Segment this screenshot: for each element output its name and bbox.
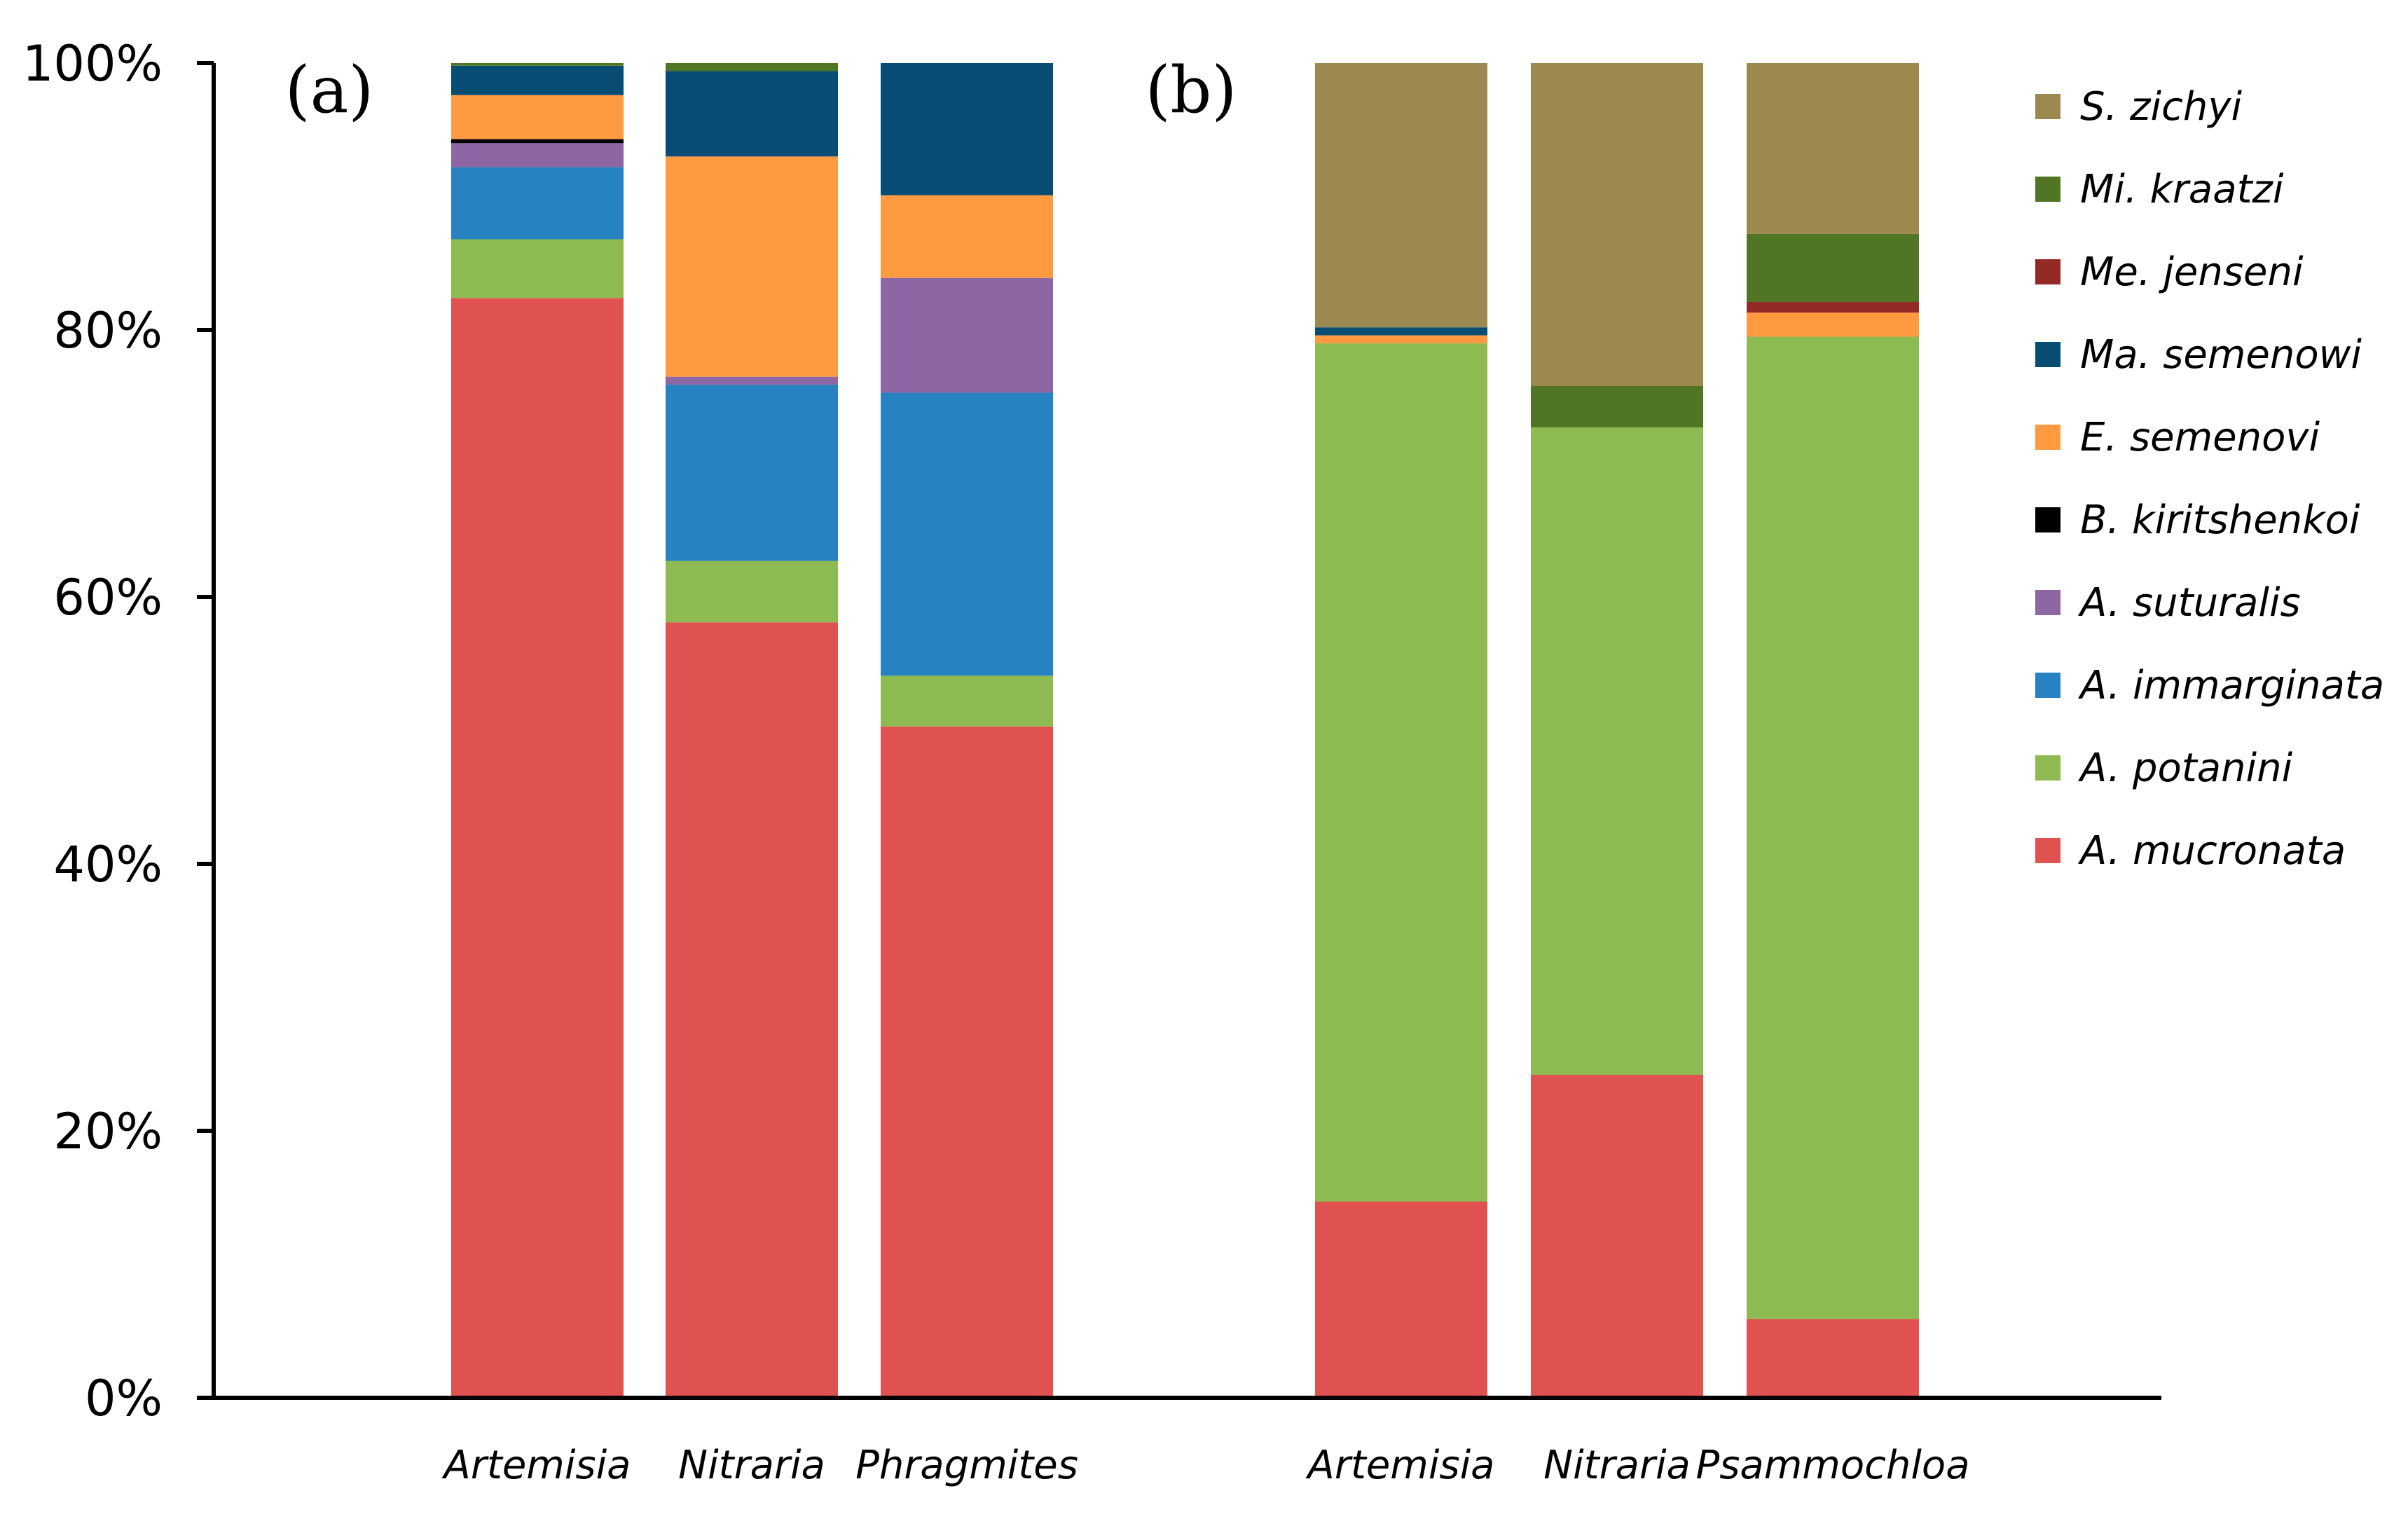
y-tick-label: 80%: [53, 302, 163, 359]
bar-segment-b-artemisia-e-semenovi: [1315, 335, 1487, 344]
legend-swatch-a-mucronata: [2035, 838, 2060, 863]
legend-swatch-b-kiritshenkoi: [2035, 507, 2060, 532]
x-tick-labels: Artemisia Nitraria Phragmites Artemisia Nitr…: [442, 1443, 1970, 1488]
bar-segment-b-nitraria-a-potanini: [1531, 427, 1703, 1075]
bar-segment-a-phragmites-ma-semenowi: [881, 63, 1053, 195]
bar-segment-a-nitraria-e-semenovi: [666, 156, 838, 377]
bar-segment-b-psammochloa-a-potanini: [1747, 336, 1919, 1319]
x-tick-label-b-psammochloa: Psammochloa: [1695, 1443, 1969, 1488]
bar-segment-a-nitraria-a-mucronata: [666, 622, 838, 1398]
legend-swatch-mi-kraatzi: [2035, 177, 2060, 202]
bar-segment-a-phragmites-a-immarginata: [881, 392, 1053, 676]
bar-segment-b-artemisia-ma-semenowi: [1315, 327, 1487, 336]
bar-segment-a-artemisia-e-semenovi: [451, 95, 624, 139]
bar-segment-b-psammochloa-s-zichyi: [1747, 63, 1919, 234]
bar-segment-a-artemisia-b-kiritshenkoi: [451, 139, 624, 144]
legend-swatch-a-immarginata: [2035, 673, 2060, 698]
legend-swatch-s-zichyi: [2035, 94, 2060, 119]
bar-segment-a-artemisia-a-mucronata: [451, 298, 624, 1398]
bar-segment-b-nitraria-a-mucronata: [1531, 1074, 1703, 1398]
bar-segment-a-phragmites-a-suturalis: [881, 277, 1053, 393]
legend-label-b-kiritshenkoi: B. kiritshenkoi: [2080, 497, 2360, 543]
legend-label-a-potanini: A. potanini: [2078, 745, 2293, 791]
axes-layer: [197, 61, 2161, 1400]
x-tick-label-a-nitraria: Nitraria: [678, 1443, 825, 1488]
bar-segment-a-phragmites-e-semenovi: [881, 195, 1053, 278]
bar-segment-a-nitraria-a-immarginata: [666, 385, 838, 561]
panel-label-b: (b): [1145, 53, 1237, 128]
legend-label-a-immarginata: A. immarginata: [2078, 663, 2384, 708]
legend-label-a-suturalis: A. suturalis: [2078, 580, 2301, 626]
bar-segment-b-psammochloa-mi-kraatzi: [1747, 233, 1919, 302]
x-tick-label-a-phragmites: Phragmites: [855, 1443, 1078, 1488]
bar-segment-a-artemisia-a-suturalis: [451, 143, 624, 167]
x-tick-label-a-artemisia: Artemisia: [442, 1443, 631, 1488]
legend-label-a-mucronata: A. mucronata: [2078, 828, 2346, 874]
bar-segment-b-nitraria-s-zichyi: [1531, 63, 1703, 387]
bar-segment-b-artemisia-s-zichyi: [1315, 63, 1487, 328]
panel-labels: (a) (b): [285, 53, 1237, 128]
legend-swatch-me-jenseni: [2035, 259, 2060, 284]
y-tick-label: 20%: [53, 1103, 163, 1160]
x-tick-label-b-nitraria: Nitraria: [1543, 1443, 1691, 1488]
x-tick-label-b-artemisia: Artemisia: [1306, 1443, 1495, 1488]
y-tick-labels: 0% 20% 40% 60% 80% 100%: [22, 35, 163, 1427]
legend-swatch-e-semenovi: [2035, 425, 2060, 450]
bar-segment-b-psammochloa-me-jenseni: [1747, 301, 1919, 313]
legend-label-s-zichyi: S. zichyi: [2080, 84, 2243, 130]
legend-swatch-a-suturalis: [2035, 590, 2060, 615]
bar-segment-b-nitraria-mi-kraatzi: [1531, 386, 1703, 428]
bar-segment-a-artemisia-mi-kraatzi: [451, 63, 624, 66]
bar-segment-a-artemisia-ma-semenowi: [451, 65, 624, 95]
bar-segment-a-nitraria-a-suturalis: [666, 376, 838, 385]
bar-segment-b-artemisia-a-potanini: [1315, 343, 1487, 1202]
legend-swatch-a-potanini: [2035, 755, 2060, 781]
legend-label-mi-kraatzi: Mi. kraatzi: [2080, 167, 2284, 212]
y-tick-label: 100%: [22, 35, 163, 92]
bar-segment-a-artemisia-a-potanini: [451, 239, 624, 298]
y-tick-label: 0%: [85, 1370, 163, 1427]
legend-label-ma-semenowi: Ma. semenowi: [2080, 332, 2362, 378]
bar-segment-a-phragmites-a-potanini: [881, 675, 1053, 727]
bar-segment-b-psammochloa-a-mucronata: [1747, 1319, 1919, 1398]
legend-label-me-jenseni: Me. jenseni: [2080, 249, 2304, 295]
legend-label-e-semenovi: E. semenovi: [2080, 415, 2320, 460]
bar-segment-b-psammochloa-e-semenovi: [1747, 312, 1919, 337]
legend-swatch-ma-semenowi: [2035, 342, 2060, 367]
bar-segment-b-artemisia-a-mucronata: [1315, 1201, 1487, 1398]
bar-segment-a-nitraria-ma-semenowi: [666, 71, 838, 157]
bar-segment-a-artemisia-a-immarginata: [451, 167, 624, 240]
bars-layer: [451, 63, 1919, 1398]
bar-segment-a-phragmites-a-mucronata: [881, 726, 1053, 1398]
legend: S. zichyi Mi. kraatzi Me. jenseni Ma. semen…: [2035, 84, 2384, 874]
bar-segment-a-nitraria-mi-kraatzi: [666, 63, 838, 71]
bar-segment-a-nitraria-a-potanini: [666, 561, 838, 623]
y-tick-label: 60%: [53, 569, 163, 626]
panel-label-a: (a): [285, 53, 374, 128]
y-tick-label: 40%: [53, 836, 163, 893]
